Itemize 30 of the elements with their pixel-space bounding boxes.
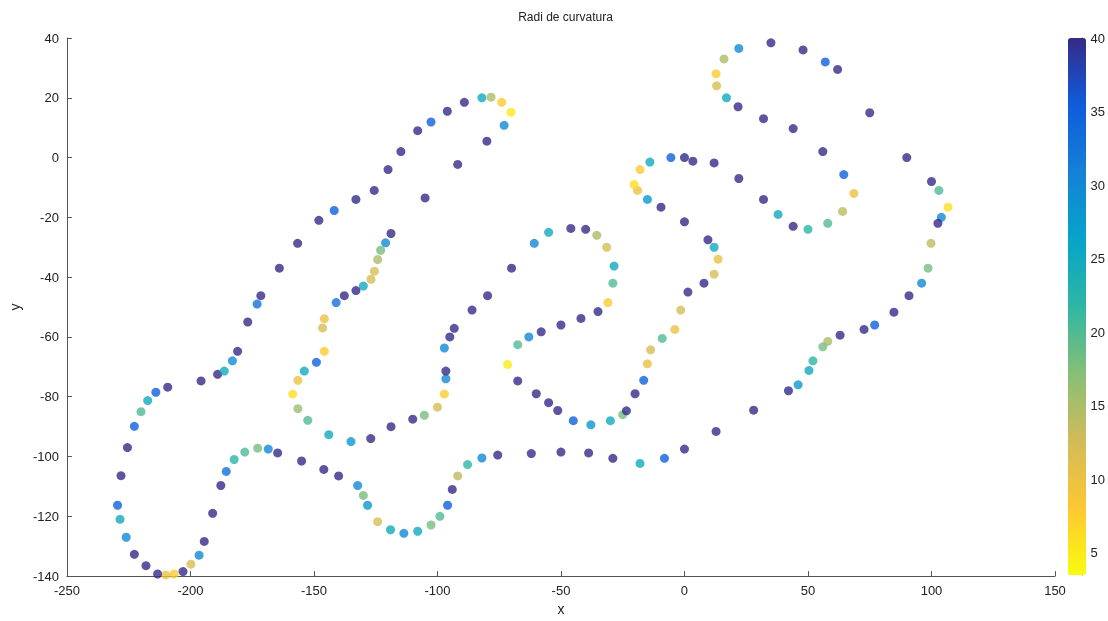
x-tick-label: -200 bbox=[177, 583, 204, 599]
color-bar-label: 25 bbox=[1090, 251, 1106, 267]
y-tick-label: 40 bbox=[44, 30, 59, 46]
color-bar-label: 10 bbox=[1090, 471, 1106, 487]
color-bar-label: 15 bbox=[1090, 398, 1106, 414]
color-bar-label: 20 bbox=[1090, 324, 1106, 340]
color-bar-label: 5 bbox=[1090, 545, 1098, 561]
color-bar-label: 30 bbox=[1090, 177, 1106, 193]
x-tick-label: 150 bbox=[1044, 583, 1066, 599]
x-tick-label: 50 bbox=[800, 583, 816, 599]
y-tick-label: -20 bbox=[40, 209, 59, 225]
x-tick-label: 100 bbox=[920, 583, 943, 599]
x-tick-label: -100 bbox=[424, 583, 451, 599]
x-axis-title: x bbox=[557, 601, 565, 617]
y-tick-label: 20 bbox=[44, 90, 59, 106]
y-tick-label: 0 bbox=[51, 150, 59, 166]
y-tick-label: -80 bbox=[40, 389, 59, 405]
chart-title: Radi de curvatura bbox=[518, 10, 614, 24]
y-tick-label: -60 bbox=[40, 329, 59, 345]
x-tick-label: -150 bbox=[300, 583, 327, 599]
color-bar-label: 35 bbox=[1090, 104, 1106, 120]
x-tick-label: -250 bbox=[53, 583, 80, 599]
x-tick-label: -50 bbox=[551, 583, 571, 599]
y-tick-label: -40 bbox=[40, 269, 59, 285]
y-tick-label: -100 bbox=[32, 449, 59, 465]
y-tick-label: -140 bbox=[32, 568, 59, 584]
color-bar-label: 40 bbox=[1090, 30, 1106, 46]
x-tick-label: 0 bbox=[680, 583, 689, 599]
y-tick-label: -120 bbox=[32, 508, 59, 524]
y-axis-title: y bbox=[7, 303, 23, 311]
